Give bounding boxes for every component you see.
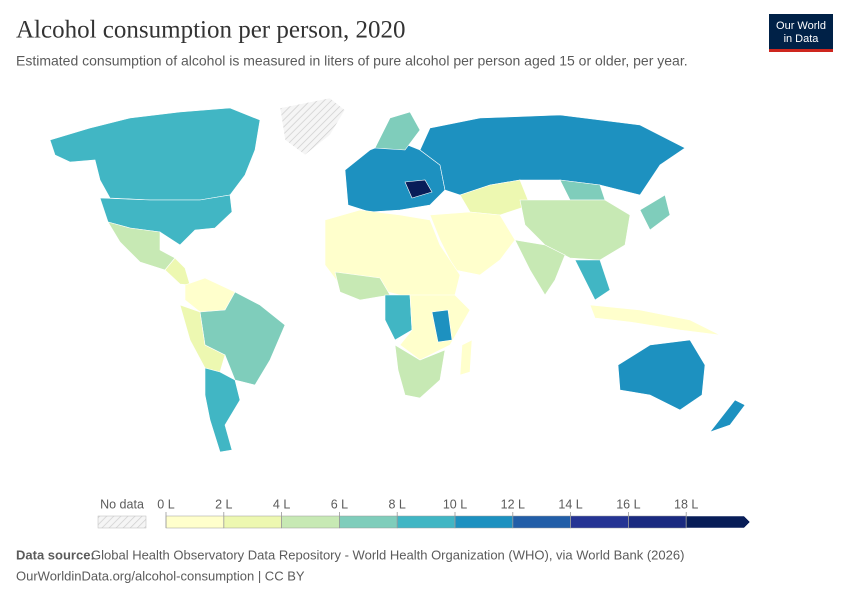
australia	[617, 339, 706, 411]
west-africa	[334, 271, 391, 301]
world-map	[49, 97, 746, 453]
canada	[49, 107, 261, 201]
source: Global Health Observatory Data Repositor…	[91, 547, 684, 562]
peru-bolivia	[179, 304, 226, 373]
japan-korea	[639, 194, 671, 231]
central-africa	[384, 294, 413, 341]
legend-tick-label: 14 L	[558, 497, 582, 511]
central-america	[164, 257, 191, 286]
legend-tick-label: 0 L	[157, 497, 174, 511]
title: Alcohol consumption per person, 2020	[16, 17, 406, 44]
source-label: Data source:	[16, 547, 95, 562]
legend-tick-label: 2 L	[215, 497, 232, 511]
greenland	[279, 97, 346, 156]
russia	[419, 114, 686, 196]
no-data-swatch	[97, 515, 147, 529]
madagascar	[459, 339, 473, 376]
legend-swatch	[281, 515, 340, 529]
middle-east	[429, 211, 516, 276]
ukraine	[404, 179, 433, 199]
legend-tick-label: 10 L	[443, 497, 467, 511]
legend-swatch	[685, 515, 751, 529]
legend-tick-label: 12 L	[501, 497, 525, 511]
subtitle: Estimated consumption of alcohol is meas…	[16, 53, 688, 69]
legend-swatch	[454, 515, 514, 529]
legend-swatch	[339, 515, 398, 529]
logo-text: Our World	[776, 20, 826, 32]
southern-africa	[394, 344, 446, 399]
china	[519, 199, 631, 261]
scandinavia	[374, 111, 421, 151]
legend-tick-label: 4 L	[273, 497, 290, 511]
legend-swatch	[223, 515, 282, 529]
southeast-asia	[574, 259, 611, 301]
legend-swatch	[570, 515, 629, 529]
legend-tick-label: 8 L	[389, 497, 406, 511]
tanzania	[431, 309, 453, 343]
legend-tick-label: 6 L	[331, 497, 348, 511]
legend-swatch	[396, 515, 456, 529]
argentina-chile	[204, 367, 241, 453]
logo-text: in Data	[784, 33, 820, 45]
india	[514, 239, 566, 296]
legend-tick-label: 18 L	[674, 497, 698, 511]
no-data-label: No data	[100, 497, 144, 511]
legend-swatch	[512, 515, 571, 529]
legend-swatch	[165, 515, 225, 529]
legend-swatch	[628, 515, 687, 529]
legend: No data 0 L 2 L 4 L 6 L 8 L 10 L 12 L 14 L 16 L 1…	[97, 497, 751, 529]
new-zealand	[709, 399, 746, 433]
indonesia	[589, 304, 721, 336]
legend-tick-label: 16 L	[616, 497, 640, 511]
logo[interactable]: Our World in Data	[769, 14, 833, 52]
url[interactable]: OurWorldinData.org/alcohol-consumption |…	[16, 568, 305, 583]
